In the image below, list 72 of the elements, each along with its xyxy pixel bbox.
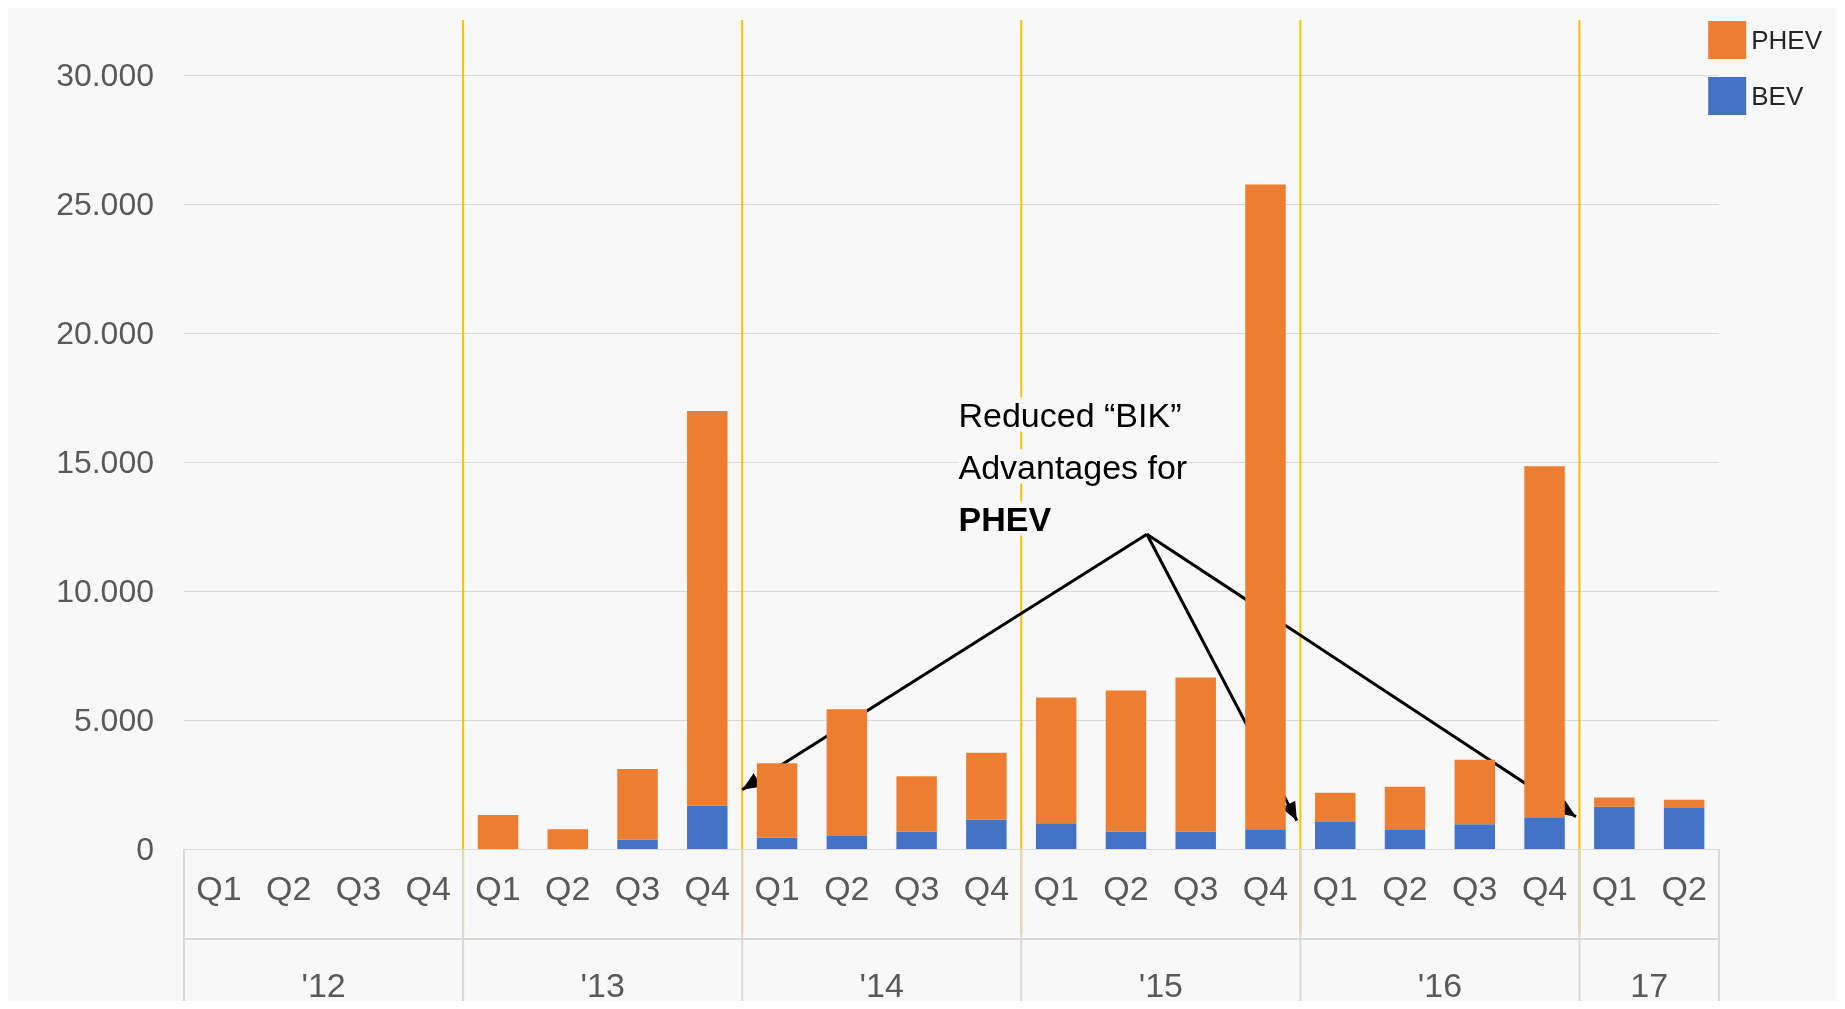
bar — [966, 819, 1007, 849]
x-tick-label: Q3 — [1452, 869, 1498, 907]
bar — [1245, 184, 1286, 830]
bar — [826, 709, 868, 837]
bar — [1524, 466, 1565, 818]
bar — [756, 763, 798, 838]
y-tick-label: 5.000 — [73, 702, 154, 738]
x-tick-label: Q1 — [1033, 869, 1079, 907]
text: '15 — [1138, 966, 1183, 1004]
bar — [1105, 690, 1147, 832]
bar — [1315, 821, 1356, 849]
bar — [756, 837, 798, 849]
x-tick-label: Q1 — [196, 869, 242, 907]
x-tick-label: Q3 — [1173, 869, 1219, 907]
bar — [826, 836, 868, 849]
x-tick-label: Q2 — [265, 869, 312, 907]
x-tick-label: Q3 — [614, 869, 661, 907]
x-tick-label: Q3 — [893, 869, 940, 907]
bar — [547, 829, 588, 849]
x-tick-label: Q4 — [1521, 869, 1568, 907]
text: '16 — [1417, 966, 1463, 1004]
bar — [1384, 786, 1426, 830]
x-tick-label: Q1 — [754, 869, 800, 907]
x-tick-label: Q4 — [1242, 869, 1289, 907]
bar — [1105, 831, 1147, 849]
text: 17 — [1630, 966, 1669, 1004]
x-tick-label: Q4 — [405, 869, 451, 907]
x-tick-label: Q4 — [963, 869, 1010, 907]
bar — [1315, 792, 1356, 822]
bar — [687, 805, 728, 849]
bar — [1454, 759, 1496, 825]
y-tick-label: 30.000 — [56, 57, 154, 93]
bar — [617, 769, 658, 840]
x-tick-label: Q2 — [1382, 869, 1428, 907]
x-tick-label: Q3 — [335, 869, 382, 907]
text: '13 — [580, 966, 625, 1004]
bar — [966, 752, 1007, 820]
bar — [687, 410, 728, 806]
bar — [896, 831, 937, 849]
y-tick-label: 10.000 — [56, 573, 154, 609]
bar — [1384, 829, 1426, 849]
x-tick-label: Q4 — [684, 869, 730, 907]
x-tick-label: Q2 — [545, 869, 591, 907]
legend-label: PHEV — [1751, 25, 1823, 55]
bar — [1035, 697, 1077, 824]
y-tick-label: 25.000 — [56, 186, 154, 222]
y-tick-label: 20.000 — [56, 315, 154, 351]
bar — [1035, 823, 1077, 849]
text: '12 — [301, 966, 346, 1004]
x-tick-label: Q2 — [824, 869, 870, 907]
bar — [1524, 817, 1565, 849]
bar — [1454, 824, 1496, 849]
x-tick-label: Q2 — [1661, 869, 1707, 907]
bar — [1245, 829, 1286, 849]
bar — [617, 839, 658, 849]
bar — [477, 814, 519, 849]
x-tick-label: Q1 — [1312, 869, 1358, 907]
annotation: Reduced “BIK” Advantages for PHEV — [958, 395, 1188, 538]
bar — [1663, 807, 1705, 849]
bar — [1175, 677, 1216, 832]
x-tick-label: Q1 — [1591, 869, 1638, 907]
y-tick-label: 0 — [136, 831, 154, 867]
bar — [1663, 799, 1705, 808]
bar — [1175, 831, 1216, 849]
legend-label: BEV — [1751, 81, 1804, 111]
y-tick-label: 15.000 — [56, 444, 154, 480]
bar — [896, 776, 937, 832]
x-tick-label: Q1 — [475, 869, 521, 907]
x-tick-label: Q2 — [1103, 869, 1149, 907]
bar — [1594, 797, 1635, 807]
bar — [1594, 806, 1635, 849]
text: '14 — [859, 966, 904, 1004]
